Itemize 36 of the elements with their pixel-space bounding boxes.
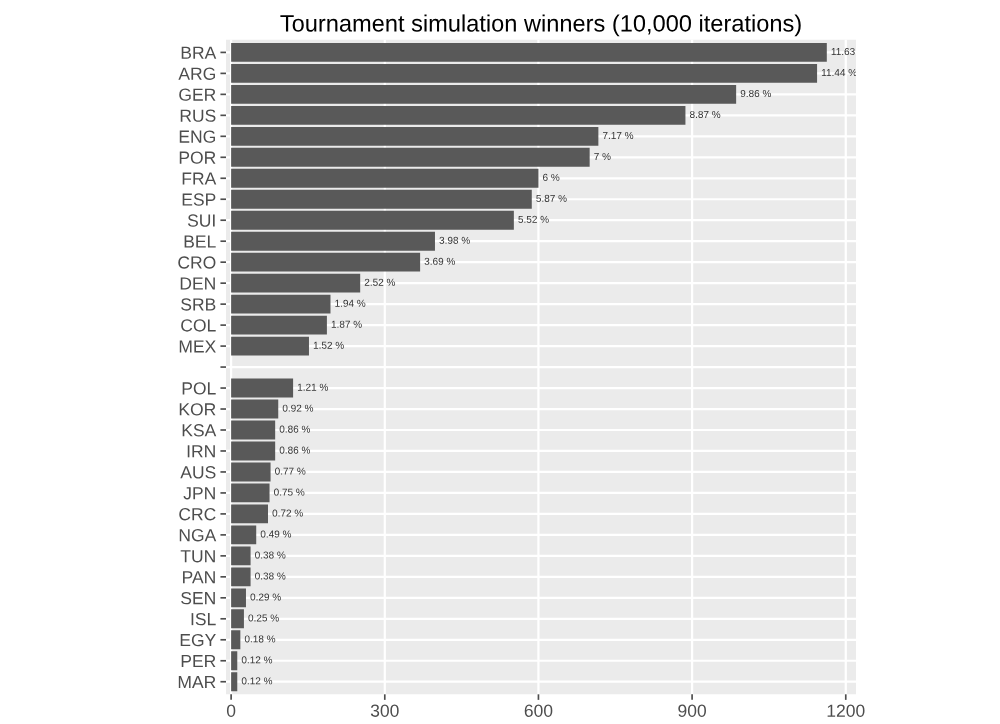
- y-tick-label: NGA: [179, 529, 217, 542]
- y-tick-label: CRC: [179, 508, 216, 521]
- y-tick-label: MEX: [179, 340, 216, 353]
- x-tick-label: 1200: [827, 704, 865, 717]
- x-tick-label: 900: [678, 704, 707, 717]
- x-tick-label: 0: [226, 704, 236, 717]
- y-tick-label: BEL: [184, 235, 216, 248]
- y-tick-label: SRB: [181, 298, 216, 311]
- y-tick-label: SEN: [181, 591, 215, 605]
- y-tick-label: GER: [179, 88, 216, 101]
- y-tick-label: SUI: [187, 214, 215, 227]
- y-tick-label: RUS: [180, 109, 216, 122]
- chart-title: Tournament simulation winners (10,000 iterations): [280, 14, 801, 37]
- x-tick-label: 600: [524, 704, 553, 717]
- y-tick-label: AUS: [180, 466, 216, 479]
- y-tick-label: FRA: [182, 172, 217, 185]
- y-tick-label: IRN: [187, 445, 215, 458]
- y-tick-label: TUN: [180, 550, 215, 563]
- y-tick-label: COL: [181, 319, 216, 332]
- y-tick-label: ENG: [179, 130, 215, 143]
- y-tick-label: BRA: [181, 46, 217, 59]
- y-tick-label: KSA: [182, 424, 217, 437]
- y-tick-label: MAR: [178, 676, 216, 689]
- y-tick-label: POR: [179, 151, 216, 164]
- y-tick-label: CRO: [178, 256, 216, 269]
- y-tick-label: EGY: [180, 633, 216, 647]
- y-tick-label: JPN: [183, 487, 215, 500]
- y-tick-label: PER: [181, 655, 216, 668]
- y-tick-label: PAN: [183, 571, 215, 584]
- y-tick-label: ESP: [182, 193, 216, 206]
- y-tick-label: ARG: [178, 67, 215, 80]
- x-tick-label: 300: [370, 704, 399, 717]
- y-tick-label: KOR: [179, 403, 216, 416]
- y-tick-label: ISL: [191, 612, 216, 626]
- y-tick-label: POL: [182, 382, 216, 395]
- y-tick-label: DEN: [180, 277, 215, 290]
